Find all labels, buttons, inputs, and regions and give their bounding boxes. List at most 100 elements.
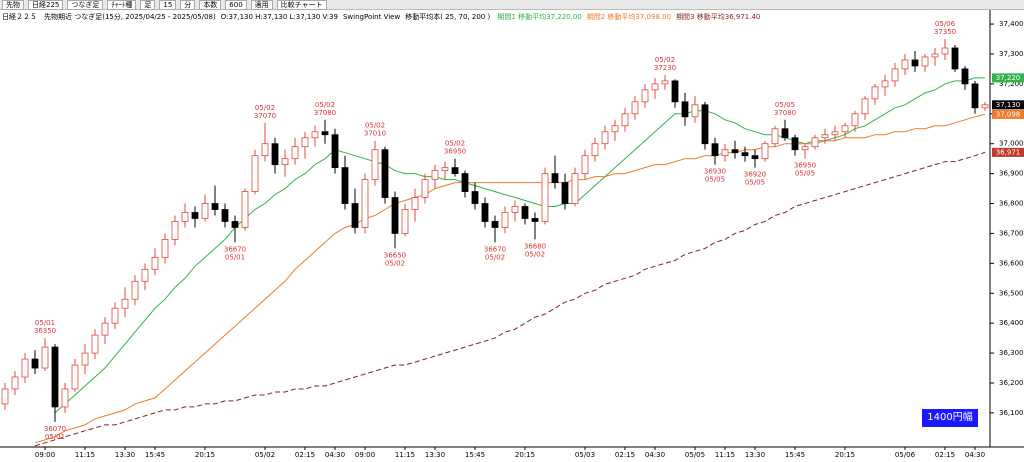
y-tick-label: 37,000 — [999, 140, 1024, 148]
candle-body — [761, 143, 769, 160]
x-tick-label: 20:15 — [835, 451, 855, 459]
candle-body — [671, 80, 679, 103]
candle-body — [531, 218, 539, 222]
swing-date: 05/02 — [445, 140, 465, 148]
price-flag-label: 37,130 — [996, 101, 1021, 109]
swing-price: 37080 — [774, 109, 796, 117]
candle-body — [921, 56, 929, 67]
candle-body — [551, 173, 559, 183]
toolbar-item[interactable]: 本数 — [199, 0, 222, 10]
x-tick-label: 15:45 — [145, 451, 165, 459]
x-tick-label: 04:30 — [645, 451, 665, 459]
toolbar-item[interactable]: ﾁｬｰﾄ種 — [107, 0, 137, 10]
candle-body — [541, 173, 549, 222]
toolbar-item[interactable]: 適用 — [250, 0, 273, 10]
candle-body — [131, 280, 139, 300]
price-flag — [992, 109, 1024, 119]
toolbar-item[interactable]: 分 — [180, 0, 196, 10]
x-tick-label: 05/06 — [895, 451, 916, 459]
candle-body — [151, 256, 159, 270]
candle-body — [801, 146, 809, 151]
candle-body — [691, 104, 699, 118]
candle-body — [851, 113, 859, 127]
toolbar-item[interactable]: 日経225 — [28, 0, 64, 10]
swing-date: 05/05 — [775, 101, 795, 109]
chart-header: 日経２２５ 先物期近 つなぎ足(15分, 2025/04/25 - 2025/0… — [2, 12, 765, 22]
swing-price: 36670 — [224, 245, 246, 253]
price-flag-label: 37,220 — [996, 74, 1021, 82]
candle-body — [831, 131, 839, 136]
y-tick-label: 36,600 — [999, 259, 1024, 267]
candle-body — [251, 155, 259, 192]
candle-body — [951, 47, 959, 70]
swing-date: 05/02 — [315, 101, 335, 109]
candle-body — [361, 179, 369, 228]
candle-body — [771, 128, 779, 145]
x-tick-label: 04:30 — [965, 451, 985, 459]
candle-body — [81, 352, 89, 366]
candle-body — [331, 134, 339, 169]
candle-body — [311, 131, 319, 139]
candle-body — [351, 203, 359, 228]
x-tick-label: 20:15 — [515, 451, 535, 459]
candle-body — [291, 146, 299, 160]
y-tick-label: 36,400 — [999, 319, 1024, 327]
y-tick-label: 36,500 — [999, 289, 1024, 297]
candle-body — [571, 173, 579, 204]
candle-body — [21, 358, 29, 378]
y-tick-label: 36,700 — [999, 229, 1024, 237]
candle-body — [421, 179, 429, 198]
candle-body — [261, 143, 269, 157]
swing-date: 05/02 — [485, 253, 505, 261]
y-tick-label: 36,900 — [999, 170, 1024, 178]
candle-body — [821, 134, 829, 139]
toolbar-item[interactable]: 600 — [225, 0, 247, 10]
price-flag — [992, 100, 1024, 110]
candle-body — [561, 182, 569, 204]
candle-body — [871, 86, 879, 100]
price-flag-label: 36,971 — [996, 148, 1021, 156]
candle-body — [631, 101, 639, 115]
candle-body — [241, 191, 249, 228]
toolbar-item[interactable]: つなぎ足 — [67, 0, 104, 10]
candle-body — [981, 104, 989, 109]
swing-date: 05/01 — [225, 253, 245, 261]
swing-date: 05/02 — [365, 122, 385, 130]
candle-body — [281, 158, 289, 166]
swing-price: 36920 — [744, 171, 766, 179]
candle-body — [731, 149, 739, 154]
candle-body — [501, 212, 509, 228]
candle-body — [911, 59, 919, 67]
candle-body — [601, 131, 609, 145]
swing-date: 05/02 — [255, 104, 275, 112]
candle-body — [961, 68, 969, 85]
candle-body — [711, 143, 719, 157]
candle-body — [161, 239, 169, 258]
toolbar-item[interactable]: 比較チャート — [276, 0, 327, 10]
toolbar-item[interactable]: 先物 — [2, 0, 24, 10]
view: SwingPoint View — [342, 13, 401, 21]
candle-body — [341, 167, 349, 204]
candle-body — [1, 388, 9, 405]
instrument: 日経２２５ 先物期近 つなぎ足(15分, 2025/04/25 - 2025/0… — [2, 13, 216, 21]
candle-body — [681, 101, 689, 118]
ma-line — [54, 77, 985, 414]
candle-body — [471, 191, 479, 204]
ma-line — [34, 113, 986, 444]
candle-body — [141, 268, 149, 282]
toolbar-item[interactable]: 足 — [140, 0, 156, 10]
swing-price: 36070 — [44, 425, 66, 433]
swing-price: 36650 — [384, 251, 406, 259]
legend-entry: 期間1 移動平均37,220.00 — [497, 13, 582, 21]
candle-body — [371, 149, 379, 180]
x-tick-label: 15:45 — [785, 451, 805, 459]
candle-body — [651, 83, 659, 91]
y-tick-label: 37,200 — [999, 80, 1024, 88]
candle-body — [231, 221, 239, 228]
candle-body — [971, 83, 979, 109]
x-tick-label: 20:15 — [195, 451, 215, 459]
toolbar-item[interactable]: 15 — [159, 0, 177, 10]
candle-body — [171, 221, 179, 240]
